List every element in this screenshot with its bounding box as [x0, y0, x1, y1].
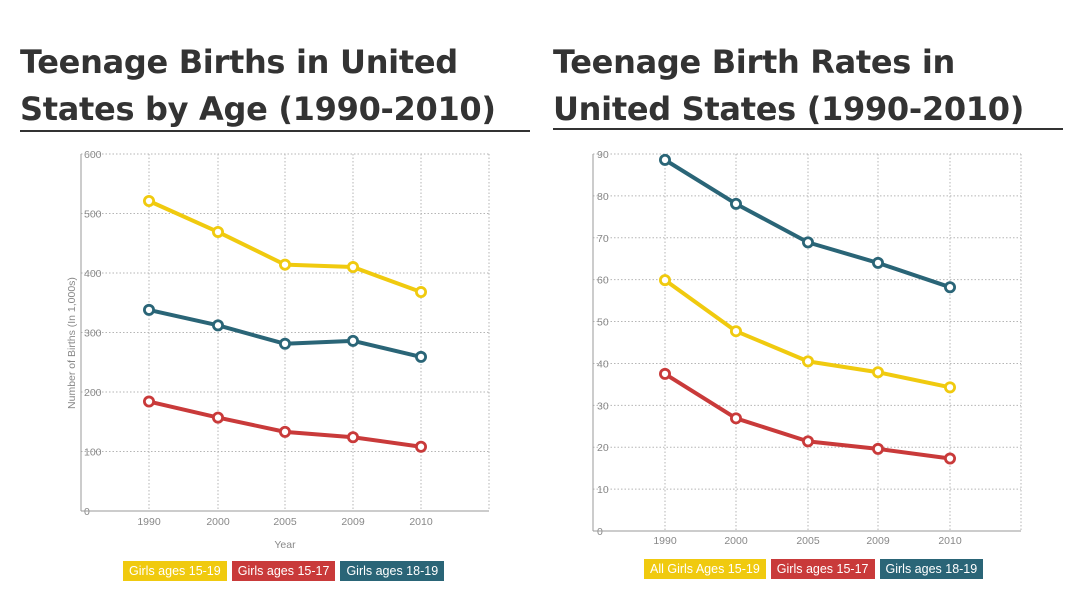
- data-point: [871, 256, 884, 269]
- y-tick-label: 50: [597, 317, 609, 329]
- legend-girls-18-19: Girls ages 18-19: [340, 561, 445, 581]
- data-point: [346, 261, 359, 274]
- data-point: [943, 452, 956, 465]
- y-tick-label: 100: [84, 447, 102, 459]
- data-point: [729, 325, 742, 338]
- data-point: [943, 281, 956, 294]
- data-point: [729, 412, 742, 425]
- y-tick-label: 10: [597, 484, 609, 496]
- data-point: [346, 334, 359, 347]
- births-title-rule: [20, 130, 530, 132]
- births-y-axis-title: Number of Births (In 1,000s): [66, 277, 78, 409]
- data-point: [659, 274, 672, 287]
- y-tick-label: 0: [597, 526, 603, 538]
- data-point: [659, 153, 672, 166]
- rates-chart-title: Teenage Birth Rates in United States (19…: [553, 43, 1025, 128]
- x-tick-label: 2000: [206, 516, 230, 528]
- births-chart-panel: Teenage Births in United States by Age (…: [20, 43, 530, 581]
- x-tick-label: 2005: [796, 535, 820, 547]
- data-point: [278, 258, 291, 271]
- y-tick-label: 90: [597, 149, 609, 161]
- y-tick-label: 70: [597, 233, 609, 245]
- x-tick-label: 2010: [409, 516, 433, 528]
- x-tick-label: 2010: [938, 535, 962, 547]
- y-tick-label: 20: [597, 442, 609, 454]
- births-chart-title: Teenage Births in United States by Age (…: [20, 43, 496, 128]
- data-point: [211, 411, 224, 424]
- y-tick-label: 200: [84, 387, 102, 399]
- y-tick-label: 300: [84, 328, 102, 340]
- legend-girls-15-17: Girls ages 15-17: [231, 561, 336, 581]
- data-point: [729, 197, 742, 210]
- legend-girls-18-19: Girls ages 18-19: [879, 559, 984, 579]
- y-tick-label: 500: [84, 209, 102, 221]
- x-tick-label: 2000: [724, 535, 748, 547]
- y-tick-label: 600: [84, 149, 102, 161]
- y-tick-label: 60: [597, 275, 609, 287]
- rates-title-rule: [553, 128, 1063, 130]
- data-point: [414, 286, 427, 299]
- data-point: [659, 367, 672, 380]
- x-tick-label: 1990: [653, 535, 677, 547]
- legend-girls-15-19: Girls ages 15-19: [123, 561, 227, 581]
- data-point: [801, 236, 814, 249]
- data-point: [278, 425, 291, 438]
- y-tick-label: 30: [597, 400, 609, 412]
- births-chart-plot: 0 100 200 300 400 500 600 1990 2000 2005 2009 2010 Y…: [66, 149, 490, 551]
- x-tick-label: 2009: [341, 516, 365, 528]
- data-point: [943, 381, 956, 394]
- data-point: [142, 395, 155, 408]
- x-tick-label: 2005: [273, 516, 297, 528]
- data-point: [142, 303, 155, 316]
- x-tick-label: 1990: [137, 516, 161, 528]
- data-point: [278, 337, 291, 350]
- data-point: [801, 435, 814, 448]
- births-x-axis-title: Year: [274, 539, 296, 551]
- x-tick-label: 2009: [866, 535, 890, 547]
- y-tick-label: 80: [597, 191, 609, 203]
- data-point: [414, 350, 427, 363]
- legend-girls-15-17: Girls ages 15-17: [770, 559, 875, 579]
- data-point: [414, 440, 427, 453]
- data-point: [142, 195, 155, 208]
- y-tick-label: 40: [597, 358, 609, 370]
- rates-chart-legend: All Girls Ages 15-19 Girls ages 15-17 Gi…: [644, 559, 984, 579]
- rates-chart-panel: Teenage Birth Rates in United States (19…: [540, 0, 1080, 598]
- data-point: [871, 366, 884, 379]
- data-point: [346, 431, 359, 444]
- y-tick-label: 0: [84, 506, 90, 518]
- legend-all-girls-15-19: All Girls Ages 15-19: [644, 559, 766, 579]
- data-point: [871, 442, 884, 455]
- births-chart-legend: Girls ages 15-19 Girls ages 15-17 Girls …: [123, 561, 445, 581]
- y-tick-label: 400: [84, 268, 102, 280]
- data-point: [211, 319, 224, 332]
- data-point: [801, 355, 814, 368]
- data-point: [211, 225, 224, 238]
- rates-chart-plot: 0 10 20 30 40 50 60 70 80 90 1990 2000 2005 2009 2010: [592, 149, 1022, 547]
